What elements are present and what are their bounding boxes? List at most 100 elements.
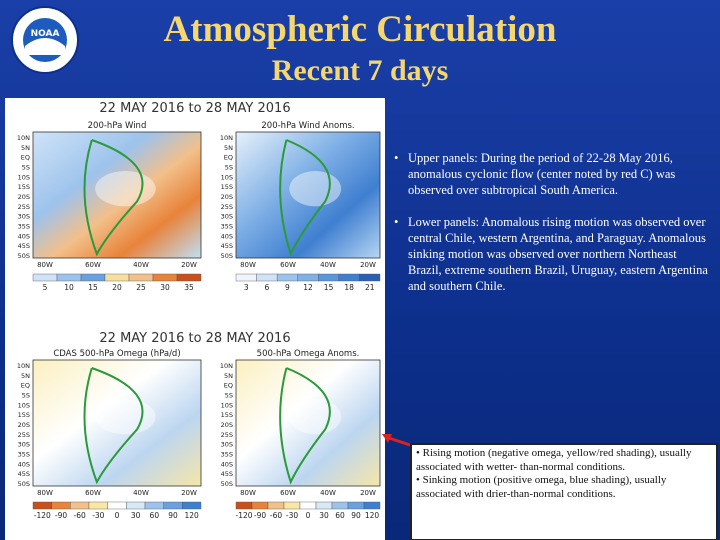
- colorbar-segment: [251, 501, 269, 510]
- colorbar-label: 15: [324, 283, 334, 292]
- lat-label: 10N: [17, 362, 30, 370]
- lat-label: 10S: [18, 173, 30, 181]
- lat-label: 30S: [18, 441, 30, 449]
- lat-label: 5N: [224, 144, 233, 152]
- panel-title: 200-hPa Wind Anoms.: [261, 121, 354, 131]
- lon-label: 20W: [181, 261, 197, 269]
- colorbar-segment: [315, 501, 333, 510]
- lat-label: 20S: [18, 421, 30, 429]
- lat-label: 40S: [18, 460, 30, 468]
- note-line: • Sinking motion (positive omega, blue s…: [416, 474, 667, 500]
- lat-label: 40S: [18, 232, 30, 240]
- colorbar-label: 30: [160, 283, 170, 292]
- lat-label: 5S: [22, 392, 30, 400]
- panel-title: 500-hPa Omega Anoms.: [257, 349, 360, 359]
- colorbar-segment: [88, 501, 108, 510]
- colorbar-segment: [32, 273, 58, 282]
- lon-label: 60W: [280, 489, 296, 497]
- lon-label: 80W: [240, 261, 256, 269]
- lat-label: 5S: [225, 164, 233, 172]
- lat-label: 5S: [22, 164, 30, 172]
- panel-title: CDAS 500-hPa Omega (hPa/d): [53, 349, 180, 359]
- colorbar-label: -30: [92, 511, 104, 520]
- lat-label: 25S: [221, 431, 233, 439]
- colorbar-label: 30: [319, 511, 329, 520]
- colorbar-label: 60: [150, 511, 160, 520]
- lon-label: 40W: [320, 261, 336, 269]
- colorbar-label: 15: [88, 283, 98, 292]
- lat-label: 15S: [221, 183, 233, 191]
- lat-label: 20S: [18, 193, 30, 201]
- colorbar-label: -90: [55, 511, 67, 520]
- colorbar-label: 12: [303, 283, 313, 292]
- colorbar-segment: [331, 501, 349, 510]
- colorbar-segment: [128, 273, 154, 282]
- colorbar-label: -120: [34, 511, 51, 520]
- lat-label: 30S: [221, 213, 233, 221]
- colorbar-segment: [51, 501, 71, 510]
- lon-label: 20W: [360, 489, 376, 497]
- colorbar-segment: [338, 273, 360, 282]
- colorbar-segment: [80, 273, 106, 282]
- lon-label: 80W: [37, 489, 53, 497]
- coastline: [279, 367, 331, 485]
- colorbar-label: 20: [112, 283, 122, 292]
- colorbar-segment: [152, 273, 178, 282]
- colorbar-label: 3: [244, 283, 249, 292]
- colorbar-label: 120: [185, 511, 200, 520]
- lat-label: 25S: [221, 203, 233, 211]
- lat-label: EQ: [224, 154, 233, 162]
- coastline: [83, 367, 144, 485]
- bullets: Upper panels: During the period of 22-28…: [392, 150, 710, 310]
- lon-label: 60W: [85, 489, 101, 497]
- lat-label: 45S: [221, 242, 233, 250]
- map: [32, 359, 202, 487]
- lat-label: EQ: [21, 382, 30, 390]
- lat-label: 45S: [18, 242, 30, 250]
- lat-label: 5N: [21, 144, 30, 152]
- arrow-head: [382, 434, 392, 443]
- lat-label: 35S: [18, 223, 30, 231]
- lat-label: 50S: [18, 480, 30, 488]
- figure-date: 22 MAY 2016 to 28 MAY 2016: [99, 331, 290, 346]
- colorbar-segment: [126, 501, 146, 510]
- lat-label: 25S: [18, 431, 30, 439]
- colorbar-segment: [182, 501, 202, 510]
- lat-label: 30S: [18, 213, 30, 221]
- lon-label: 40W: [133, 261, 149, 269]
- colorbar-label: 90: [168, 511, 178, 520]
- lat-label: 10N: [220, 362, 233, 370]
- lat-label: 15S: [221, 411, 233, 419]
- colorbar-label: 18: [344, 283, 354, 292]
- lon-label: 60W: [280, 261, 296, 269]
- map: [235, 359, 381, 487]
- lat-label: 50S: [221, 252, 233, 260]
- colorbar-label: -120: [235, 511, 252, 520]
- lat-label: 40S: [221, 460, 233, 468]
- lat-label: 15S: [18, 411, 30, 419]
- lat-label: 15S: [18, 183, 30, 191]
- colorbar-segment: [104, 273, 130, 282]
- lat-label: 35S: [18, 451, 30, 459]
- map-feature: [289, 399, 342, 435]
- colorbar-segment: [32, 501, 52, 510]
- lat-label: 45S: [221, 470, 233, 478]
- lat-label: 35S: [221, 451, 233, 459]
- lon-label: 60W: [85, 261, 101, 269]
- lat-label: 5N: [21, 372, 30, 380]
- lat-label: 20S: [221, 193, 233, 201]
- colorbar-label: -90: [254, 511, 266, 520]
- logo-text: NOAA: [31, 29, 60, 39]
- colorbar-segment: [70, 501, 90, 510]
- coastline: [83, 139, 144, 257]
- map-feature: [95, 171, 156, 207]
- lat-label: 5N: [224, 372, 233, 380]
- lon-label: 80W: [37, 261, 53, 269]
- lat-label: 10N: [17, 134, 30, 142]
- colorbar-segment: [235, 501, 253, 510]
- colorbar-label: 9: [285, 283, 290, 292]
- colorbar-segment: [299, 501, 317, 510]
- colorbar-segment: [267, 501, 285, 510]
- colorbar-label: 0: [115, 511, 120, 520]
- colorbar-label: 10: [64, 283, 74, 292]
